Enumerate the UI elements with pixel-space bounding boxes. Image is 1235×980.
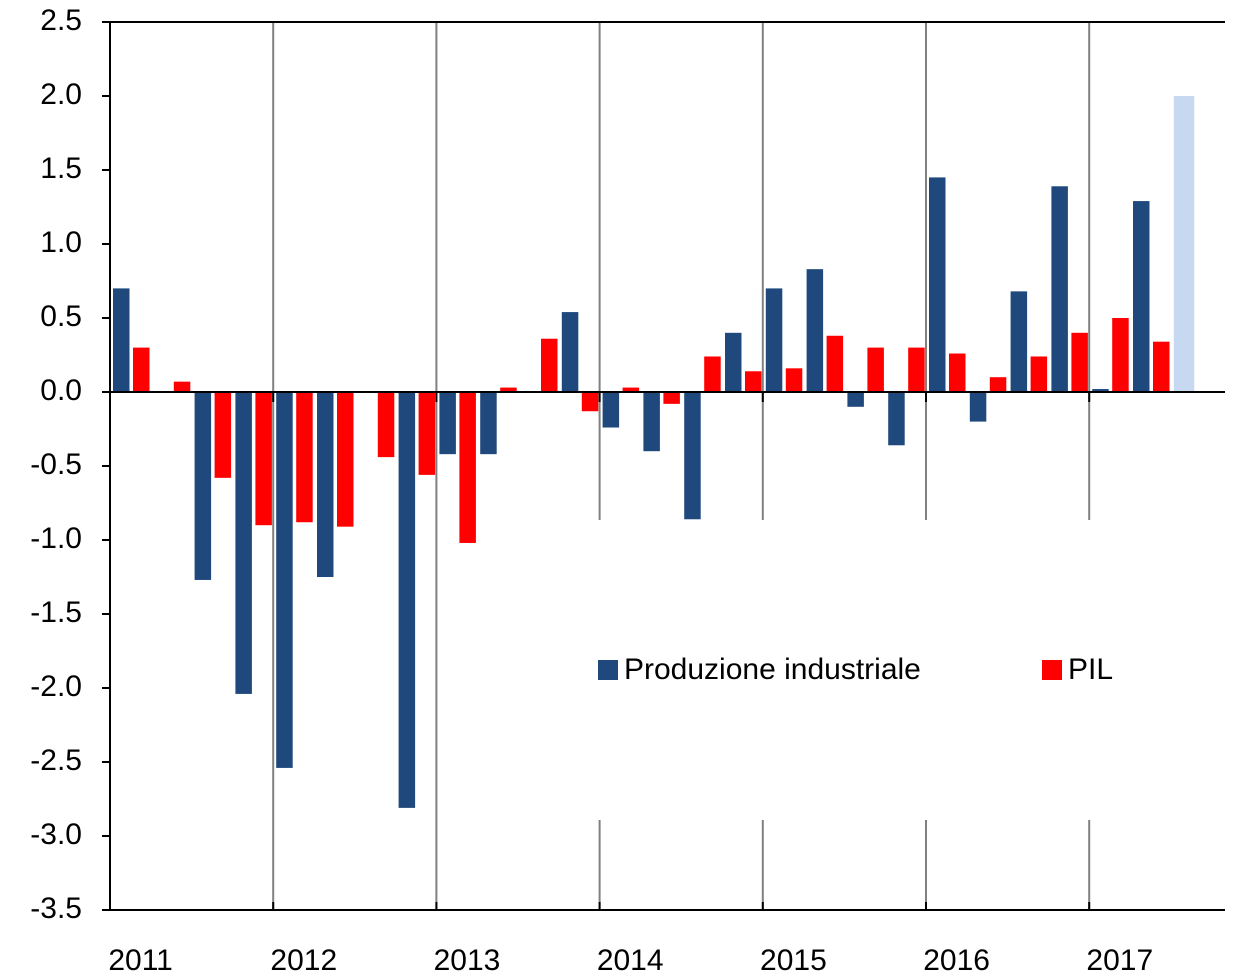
bar <box>1010 291 1028 392</box>
bar <box>888 392 905 446</box>
x-tick-label: 2011 <box>108 944 173 977</box>
x-tick-label: 2016 <box>923 944 990 977</box>
legend-label: Produzione industriale <box>624 653 921 686</box>
bar <box>684 392 701 520</box>
bar <box>1071 332 1088 392</box>
legend-label: PIL <box>1068 653 1113 686</box>
x-tick-label: 2015 <box>760 944 827 977</box>
legend-swatch <box>598 660 618 680</box>
bar <box>949 353 966 392</box>
bar <box>561 312 579 392</box>
y-tick-label: -2.5 <box>30 744 82 777</box>
bar <box>745 371 762 392</box>
x-tick-label: 2012 <box>270 944 337 977</box>
bar <box>765 288 783 392</box>
legend-swatch <box>1042 660 1062 680</box>
y-tick-label: -2.0 <box>30 670 82 703</box>
bar <box>806 269 824 392</box>
x-tick-label: 2014 <box>597 944 664 977</box>
bar <box>541 338 558 392</box>
bar <box>969 392 987 422</box>
y-tick-label: -0.5 <box>30 448 82 481</box>
bar <box>500 387 517 392</box>
bar <box>1112 318 1129 392</box>
y-tick-label: 2.0 <box>40 78 82 111</box>
bar <box>235 392 252 694</box>
y-tick-label: -1.0 <box>30 522 82 555</box>
bar <box>725 332 742 392</box>
y-tick-label: -3.0 <box>30 818 82 851</box>
y-tick-label: -1.5 <box>30 596 82 629</box>
bar <box>214 392 232 478</box>
y-tick-label: 0.0 <box>40 374 82 407</box>
legend-background <box>585 520 1105 820</box>
bar <box>276 392 293 768</box>
y-tick-label: 1.0 <box>40 226 82 259</box>
bar <box>704 356 721 392</box>
bar <box>1030 356 1048 392</box>
bar <box>255 392 272 526</box>
bar <box>622 387 640 392</box>
bar <box>1173 96 1195 392</box>
bar <box>602 392 620 428</box>
bar <box>418 392 436 475</box>
bar <box>398 392 416 808</box>
bar <box>663 392 680 404</box>
bar <box>133 347 150 392</box>
y-tick-label: 2.5 <box>40 4 82 37</box>
bar <box>643 392 660 452</box>
bar <box>337 392 354 527</box>
bar <box>1092 389 1109 392</box>
bar <box>1153 341 1170 392</box>
bar <box>480 392 497 455</box>
bar <box>317 392 334 577</box>
bar <box>867 347 884 392</box>
bar <box>1133 201 1150 392</box>
bar <box>173 381 191 392</box>
bar <box>581 392 599 412</box>
bar <box>785 368 803 392</box>
y-tick-label: -3.5 <box>30 892 82 925</box>
bar <box>439 392 456 455</box>
bar <box>1051 186 1068 392</box>
bar <box>847 392 864 407</box>
bar <box>194 392 212 580</box>
bar <box>459 392 476 543</box>
bar <box>929 177 946 392</box>
bar <box>113 288 130 392</box>
y-tick-label: 1.5 <box>40 152 82 185</box>
bar <box>989 377 1007 392</box>
y-tick-label: 0.5 <box>40 300 82 333</box>
bar <box>377 392 395 458</box>
bar <box>296 392 313 523</box>
x-tick-label: 2013 <box>434 944 501 977</box>
x-tick-label: 2017 <box>1086 944 1153 977</box>
bar <box>908 347 925 392</box>
bar <box>826 335 844 392</box>
